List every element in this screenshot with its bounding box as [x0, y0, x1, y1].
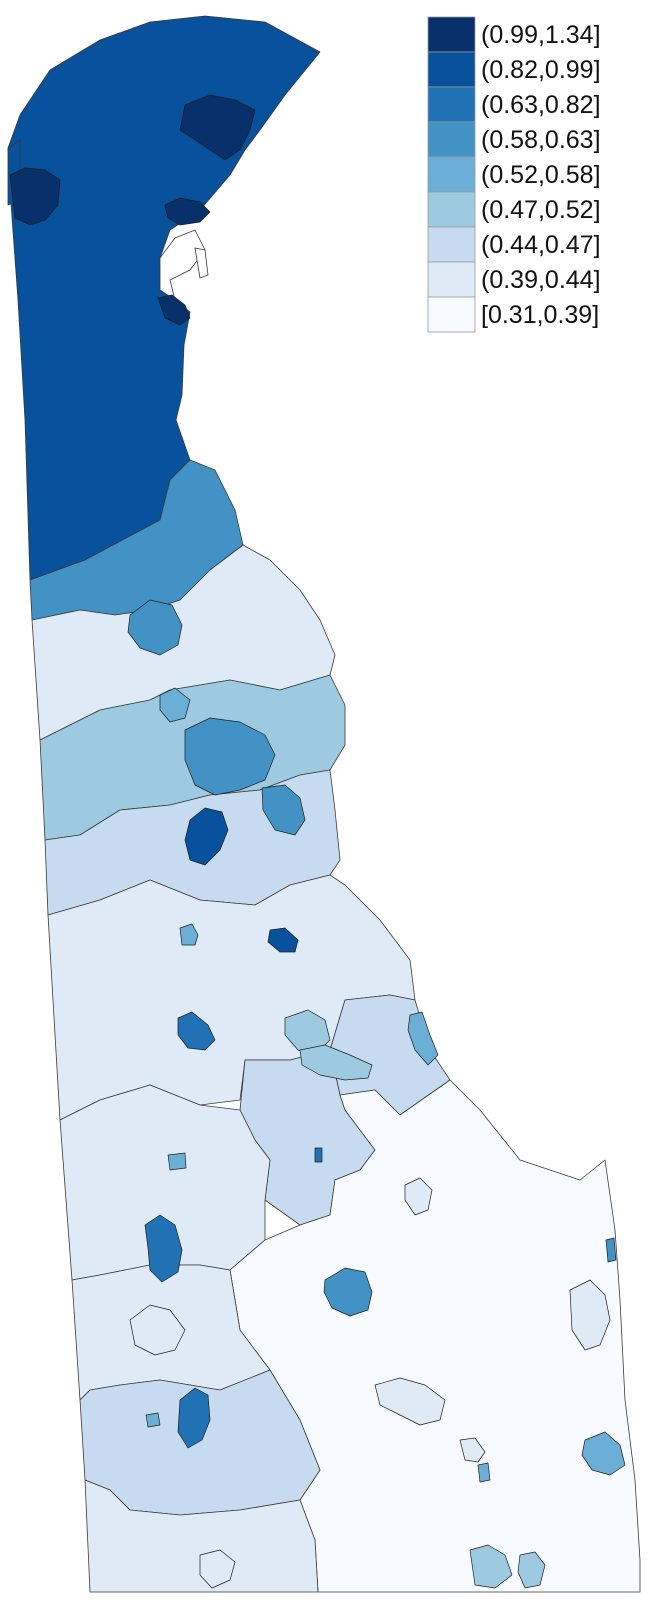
legend-entry: (0.58,0.63]: [427, 121, 601, 158]
legend-swatch: [427, 121, 476, 158]
place-c-1: [314, 1147, 323, 1163]
place-s-1: [177, 1387, 211, 1449]
map-regions: [7, 15, 641, 1593]
legend-label: (0.52,0.58]: [481, 161, 601, 189]
place-north-3: [164, 197, 211, 226]
place-se-2: [605, 1237, 617, 1263]
legend-swatch: [427, 261, 476, 298]
place-c-2: [167, 1152, 187, 1171]
legend-label: (0.47,0.52]: [481, 196, 601, 224]
place-mid-6: [267, 927, 299, 953]
place-east-2: [299, 1044, 373, 1081]
place-mid-1: [127, 599, 183, 656]
legend-entry: (0.99,1.34]: [427, 16, 601, 53]
place-c-3: [144, 1214, 183, 1283]
legend-entry: [0.31,0.39]: [427, 296, 599, 333]
map-places: [9, 94, 626, 1589]
legend-entry: (0.47,0.52]: [427, 191, 601, 228]
place-mid-8: [177, 1011, 216, 1051]
legend-label: [0.31,0.39]: [481, 301, 599, 329]
place-c-4: [323, 1267, 373, 1317]
place-east-3: [407, 1011, 439, 1066]
place-north-4: [157, 294, 191, 326]
place-sw-5: [199, 1549, 236, 1589]
legend-swatch: [427, 16, 476, 53]
legend-swatch: [427, 51, 476, 88]
legend-swatch: [427, 296, 476, 333]
island-1: [194, 247, 209, 279]
legend-entry: (0.52,0.58]: [427, 156, 601, 193]
legend-entry: (0.39,0.44]: [427, 261, 601, 298]
legend-entry: (0.82,0.99]: [427, 51, 601, 88]
map-legend: (0.99,1.34] (0.82,0.99] (0.63,0.82] (0.58,0…: [427, 16, 601, 333]
place-sw-1: [129, 1304, 186, 1356]
legend-swatch: [427, 191, 476, 228]
water-features: [159, 229, 209, 301]
legend-label: (0.63,0.82]: [481, 91, 601, 119]
place-north-2: [9, 167, 61, 226]
legend-label: (0.82,0.99]: [481, 56, 601, 84]
legend-swatch: [427, 226, 476, 263]
legend-label: (0.44,0.47]: [481, 231, 601, 259]
place-se-3: [469, 1544, 513, 1589]
place-s-3: [477, 1462, 491, 1483]
legend-swatch: [427, 86, 476, 123]
place-se-1: [581, 1431, 626, 1476]
legend-label: (0.99,1.34]: [481, 21, 601, 49]
place-mid-5: [184, 807, 229, 866]
place-s-2: [145, 1412, 161, 1428]
river-inlet: [159, 229, 206, 301]
legend-entry: (0.44,0.47]: [427, 226, 601, 263]
legend-label: (0.39,0.44]: [481, 266, 601, 294]
place-sw-6: [459, 1437, 486, 1463]
legend-entry: (0.63,0.82]: [427, 86, 601, 123]
place-sw-3: [404, 1177, 433, 1216]
place-sw-2: [374, 1377, 446, 1426]
legend-label: (0.58,0.63]: [481, 126, 601, 154]
place-mid-3: [184, 717, 276, 796]
place-sw-4: [569, 1279, 611, 1351]
legend-swatch: [427, 156, 476, 193]
place-mid-2: [159, 687, 191, 723]
place-se-4: [517, 1551, 546, 1589]
place-mid-7: [179, 923, 199, 946]
place-mid-4: [261, 784, 306, 836]
region-bottom-left: [84, 1479, 319, 1593]
place-north-1: [179, 94, 256, 161]
